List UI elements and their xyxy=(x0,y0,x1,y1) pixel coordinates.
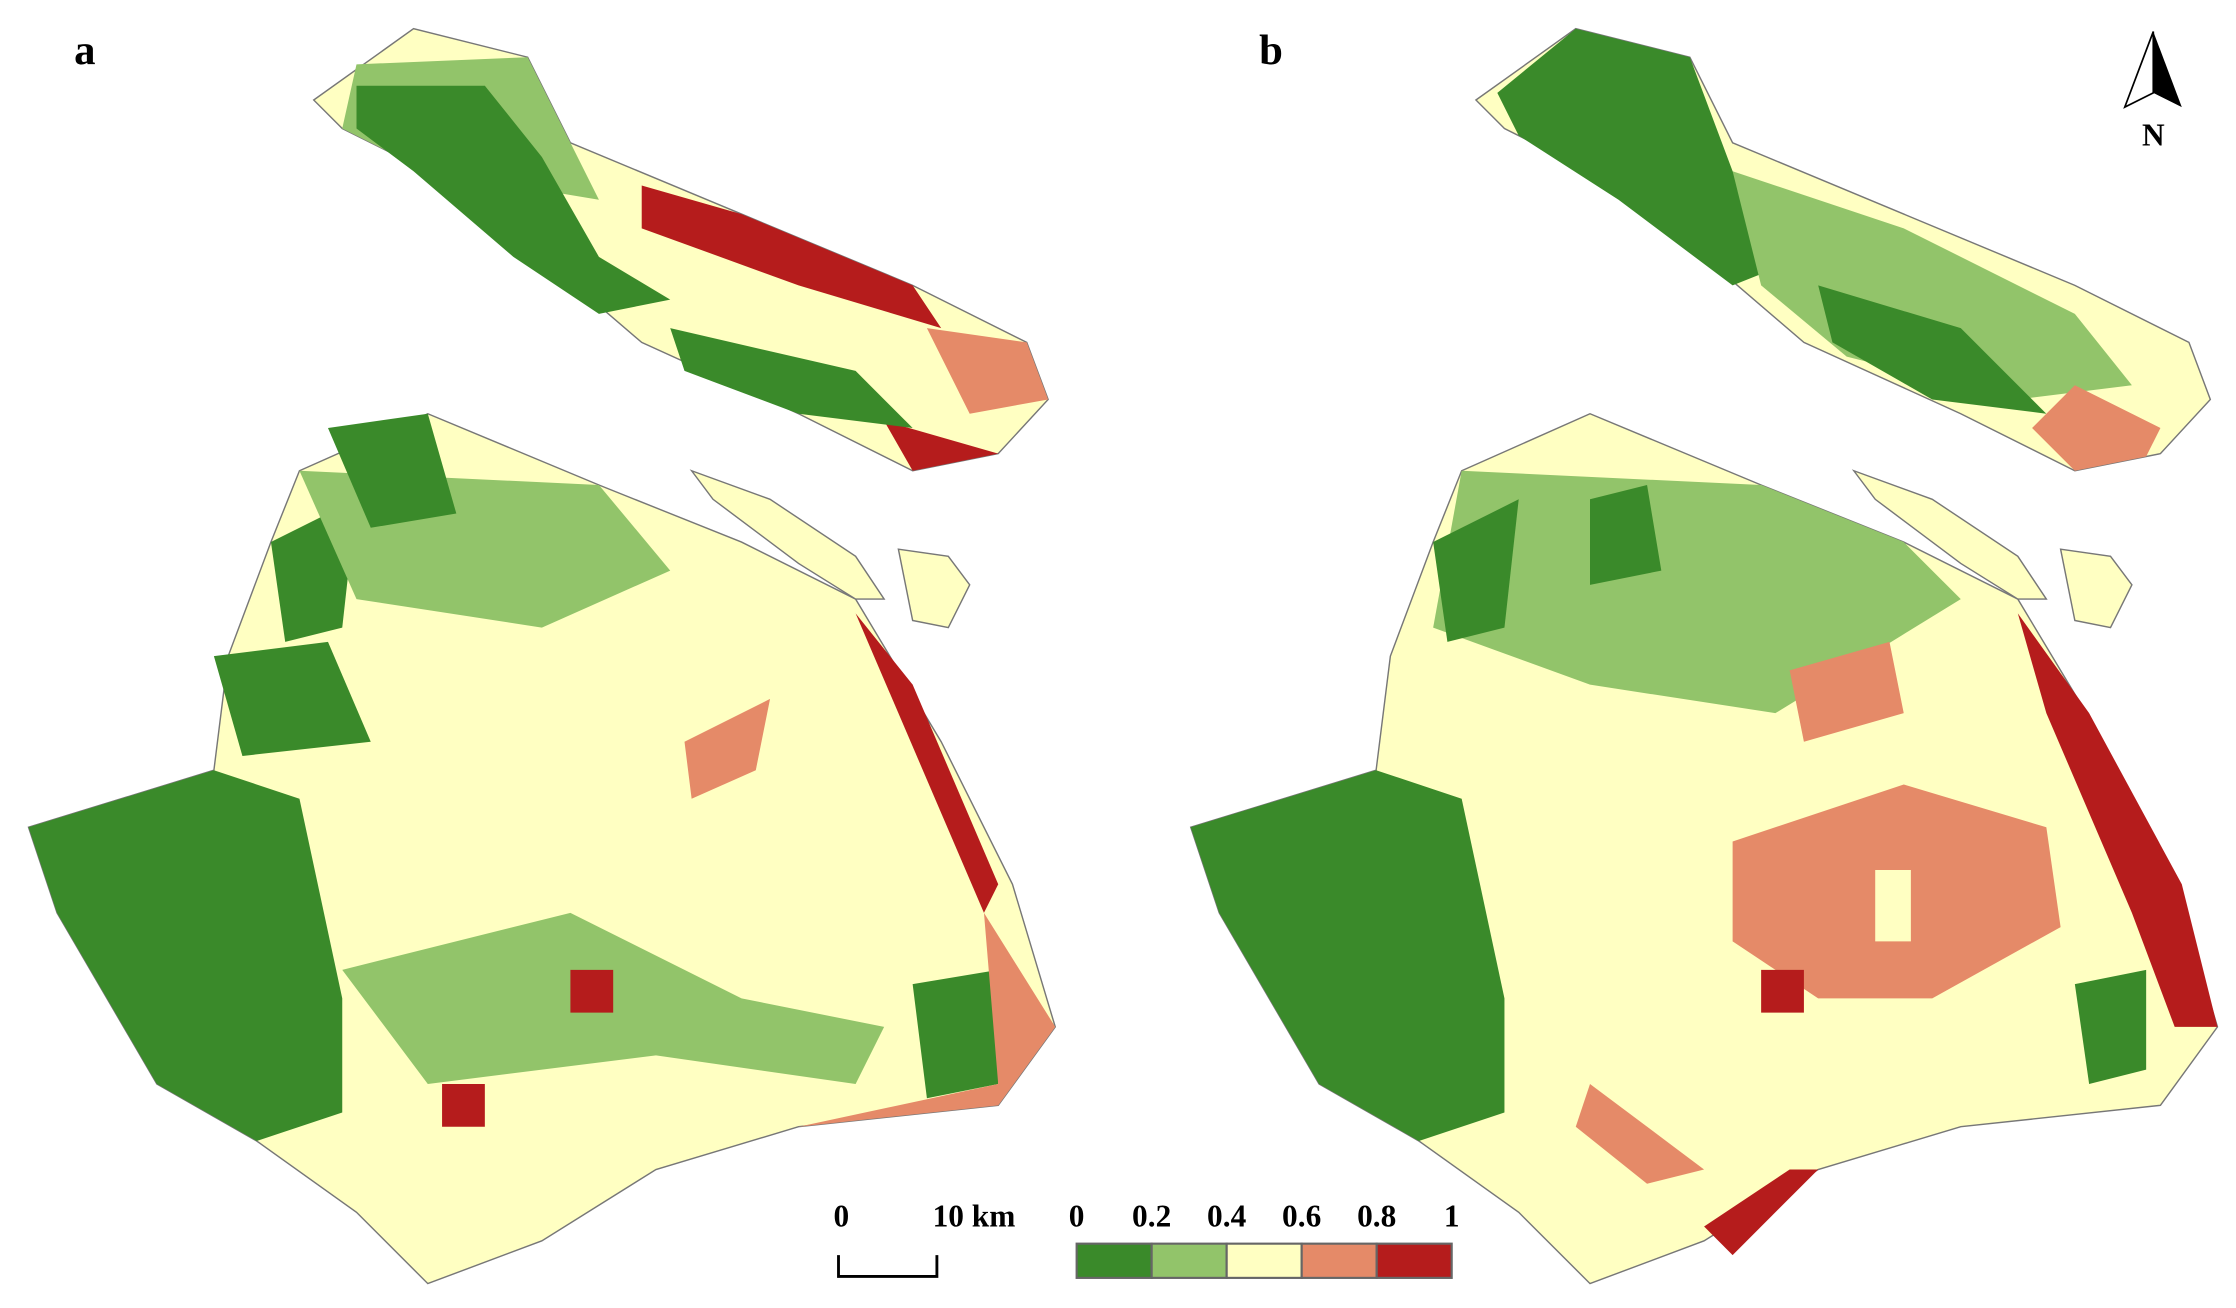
map-classes xyxy=(28,57,1056,1141)
scale-label: 0 xyxy=(834,1199,850,1234)
legend-tick-label: 1 xyxy=(1444,1199,1460,1234)
legend-swatch xyxy=(1225,1242,1303,1279)
legend-swatch xyxy=(1075,1242,1153,1279)
legend-tick-label: 0.2 xyxy=(1132,1199,1171,1234)
scale-bar: 0 10 km xyxy=(834,1199,1016,1278)
legend-swatch xyxy=(1300,1242,1378,1279)
map-panel-b: b xyxy=(1190,27,2219,1285)
legend-swatch xyxy=(1150,1242,1228,1279)
legend-tick-label: 0 xyxy=(1069,1199,1085,1234)
legend-swatch xyxy=(1375,1242,1453,1279)
legend-tick-label: 0.8 xyxy=(1357,1199,1396,1234)
map-panel-a: a xyxy=(27,27,1056,1285)
panel-label: b xyxy=(1259,27,1283,74)
panel-label: a xyxy=(74,27,95,74)
legend: 0 0.2 0.4 0.6 0.8 1 xyxy=(1069,1199,1460,1279)
north-arrow: N xyxy=(2123,31,2182,153)
north-label: N xyxy=(2142,118,2165,153)
legend-tick-label: 0.6 xyxy=(1282,1199,1321,1234)
scale-label: 10 km xyxy=(933,1199,1016,1234)
legend-tick-label: 0.4 xyxy=(1207,1199,1247,1234)
map-classes xyxy=(1190,28,2218,1256)
